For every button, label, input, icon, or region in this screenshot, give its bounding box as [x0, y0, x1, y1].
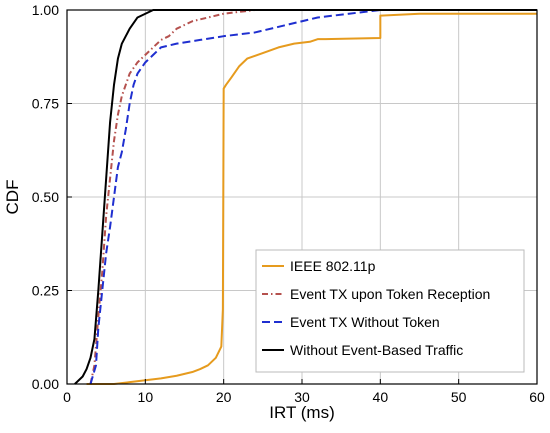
series-line-3 — [74, 9, 537, 385]
x-tick-label: 20 — [216, 389, 232, 405]
y-tick-label: 0.75 — [32, 96, 59, 112]
y-tick-label: 0.00 — [32, 376, 59, 392]
axis-ticks: 0 10 20 30 40 50 60 0.00 0.25 0.50 0.75 1.00 — [32, 2, 545, 405]
x-tick-label: 40 — [373, 389, 389, 405]
x-tick-label: 0 — [63, 389, 71, 405]
series-line-0 — [86, 12, 537, 385]
x-tick-label: 30 — [294, 389, 310, 405]
x-axis-title: IRT (ms) — [269, 403, 334, 422]
legend-label-0: IEEE 802.11p — [290, 258, 376, 274]
legend-label-3: Without Event-Based Traffic — [290, 342, 463, 358]
y-tick-label: 1.00 — [32, 2, 59, 18]
y-tick-label: 0.25 — [32, 283, 59, 299]
x-tick-label: 60 — [529, 389, 545, 405]
y-tick-label: 0.50 — [32, 189, 59, 205]
x-tick-label: 10 — [138, 389, 154, 405]
series-line-1 — [89, 9, 537, 385]
legend-label-1: Event TX upon Token Reception — [290, 286, 490, 302]
legend: IEEE 802.11p Event TX upon Token Receptio… — [255, 249, 525, 373]
series-line-2 — [89, 9, 537, 385]
legend-label-2: Event TX Without Token — [290, 314, 440, 330]
legend-box — [255, 249, 525, 373]
x-tick-label: 50 — [451, 389, 467, 405]
y-axis-title: CDF — [3, 180, 22, 215]
series-lines — [74, 9, 537, 385]
